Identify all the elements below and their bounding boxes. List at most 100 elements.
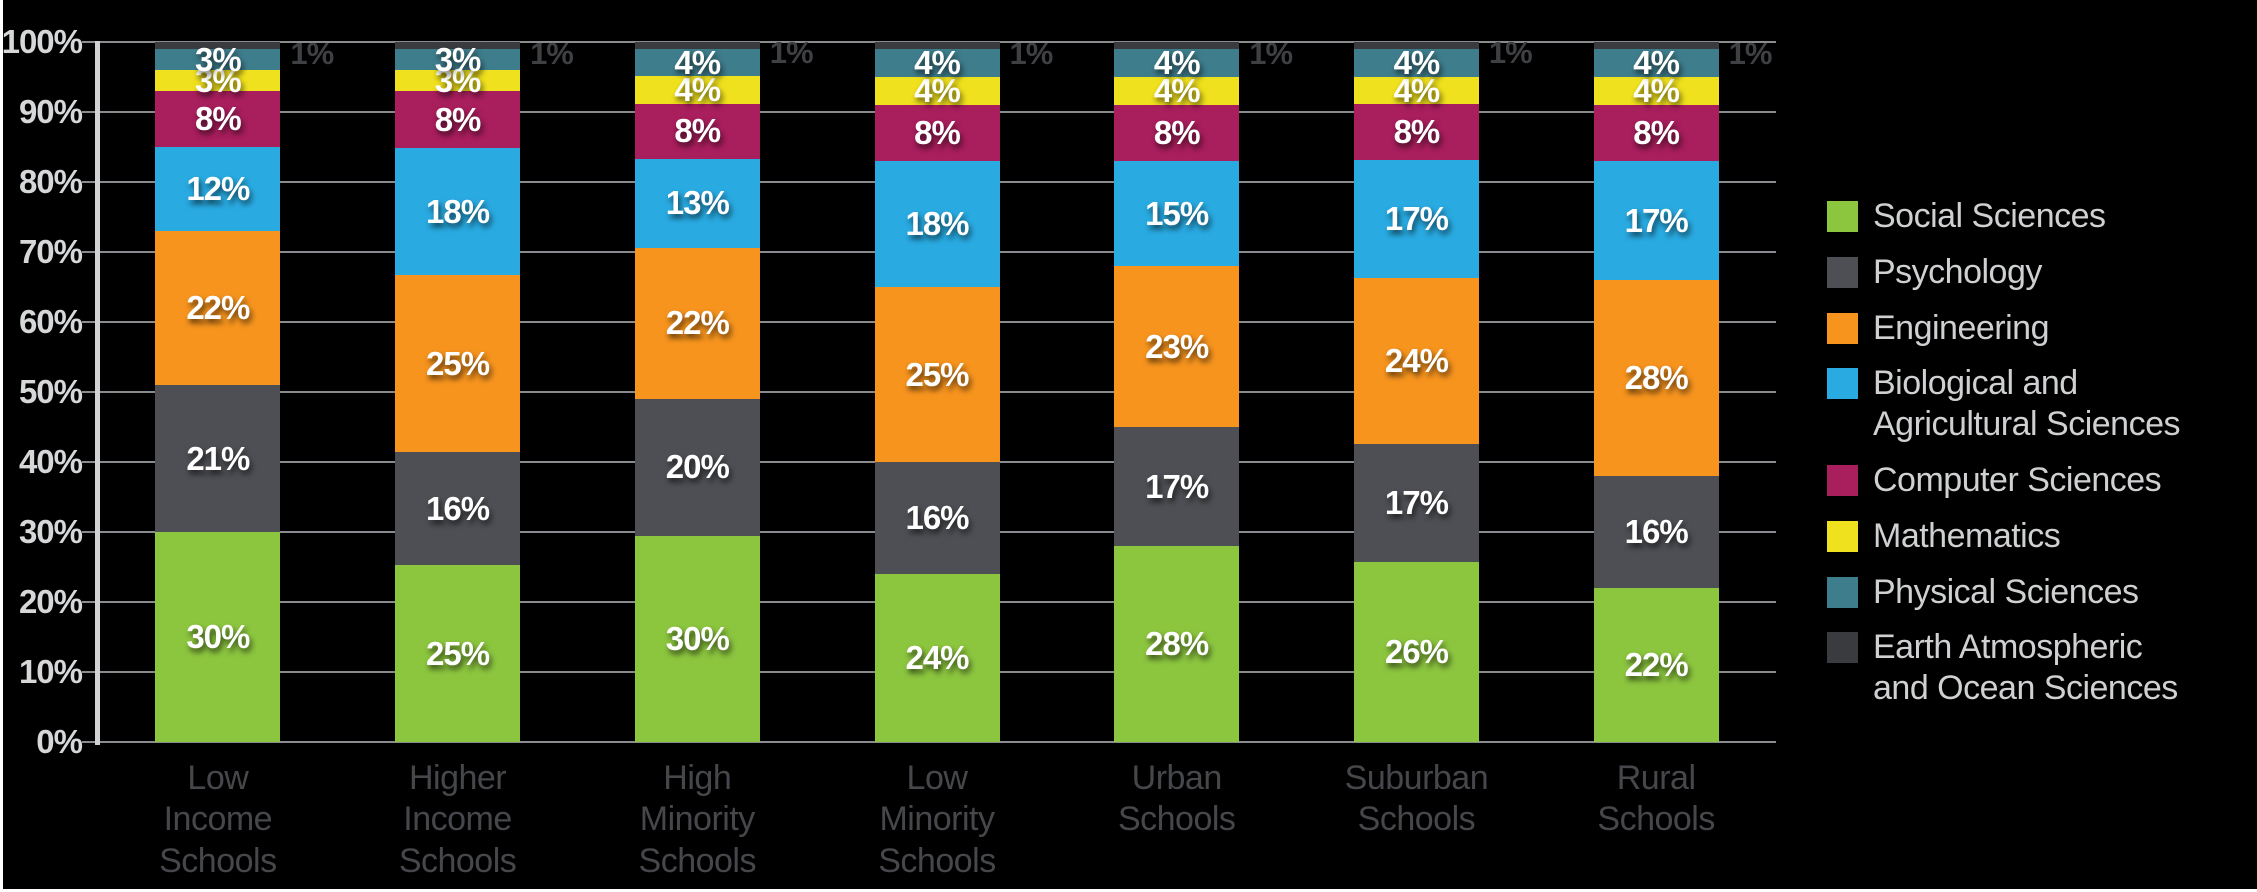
bar-segment: 15% (1114, 161, 1240, 266)
bar-value-label: 4% (914, 44, 961, 81)
bar-value-label: 20% (665, 448, 730, 486)
x-axis-category-label: Low Minority Schools (878, 759, 996, 880)
bar-segment: 8% (1353, 104, 1479, 160)
bar-segment: 3% (155, 62, 281, 99)
bar-segment: 24% (874, 574, 1000, 742)
legend-swatch (1827, 201, 1858, 232)
bar-segment: 4% (1353, 72, 1479, 109)
y-axis-tick-label: 70% (18, 233, 83, 270)
bar-segment: 22% (1593, 588, 1719, 742)
bar-value-label: 4% (1153, 72, 1201, 109)
y-axis-tick-label: 30% (18, 513, 83, 550)
bar-segment: 8% (395, 91, 521, 149)
bar-value-label: 8% (1393, 113, 1441, 151)
bar-value-label: 8% (1633, 114, 1680, 151)
bar-segment: 16% (1593, 476, 1719, 588)
bar-value-label: 4% (1633, 44, 1680, 81)
bar-segment: 16% (874, 462, 1000, 574)
legend-item-label: Social Sciences (1873, 197, 2106, 235)
bar-segment: 4% (634, 44, 760, 81)
bar-value-label: 23% (1145, 327, 1209, 365)
bar-value-label: 26% (1384, 632, 1449, 670)
bar-segment: 18% (874, 161, 1000, 287)
bar-value-label: 18% (426, 192, 490, 230)
bar-segment: 25% (395, 565, 521, 742)
legend-swatch (1827, 576, 1858, 608)
legend-item-label: Psychology (1873, 252, 2042, 291)
y-axis-tick-label: 60% (18, 303, 83, 340)
legend-swatch (1827, 464, 1858, 496)
x-axis-category-label: Urban Schools (1117, 759, 1236, 839)
bar-value-label-outside: 1% (1488, 35, 1533, 71)
bar-segment: 17% (1593, 161, 1719, 280)
bar-value-label: 13% (665, 184, 730, 222)
bar-segment: 4% (1353, 44, 1479, 81)
legend-item-label: Biological and Agricultural Sciences (1873, 364, 2180, 444)
bar-value-label: 25% (426, 634, 490, 672)
bar-value-label: 22% (186, 289, 250, 326)
bar-segment: 4% (1593, 72, 1719, 109)
y-axis-tick-label: 80% (18, 163, 83, 200)
x-axis-category-label: Suburban Schools (1344, 759, 1489, 839)
bar-value-label: 24% (905, 639, 969, 676)
bar-value-label-outside: 1% (1009, 35, 1054, 71)
bar-segment (1593, 42, 1719, 49)
bar-value-label: 12% (186, 170, 250, 207)
legend-swatch (1827, 256, 1858, 288)
bar-value-label: 8% (1153, 114, 1201, 151)
bar-segment: 18% (395, 148, 521, 276)
bar-value-label: 8% (674, 112, 721, 150)
legend-item: Psychology (1827, 252, 2180, 293)
bar-segment: 13% (634, 158, 760, 248)
legend-item: Earth Atmospheric and Ocean Sciences (1827, 627, 2180, 709)
bar-value-label: 4% (674, 43, 721, 81)
bar-value-label: 3% (434, 61, 482, 99)
legend-item-label: Earth Atmospheric and Ocean Sciences (1873, 628, 2178, 708)
x-axis-category-label: Higher Income Schools (398, 759, 517, 880)
bar-segment: 22% (155, 231, 281, 385)
y-axis-tick-label: 20% (18, 583, 83, 620)
bar-segment: 4% (1114, 44, 1240, 81)
bar-segment: 8% (634, 103, 760, 159)
bar-value-label: 16% (1624, 513, 1689, 550)
bar-segment (634, 42, 760, 49)
bar-value-label-outside: 1% (769, 35, 814, 71)
bar-value-label: 4% (1393, 71, 1441, 109)
bar-segment: 8% (874, 105, 1000, 161)
bar-value-label: 21% (186, 439, 250, 477)
y-axis-tick-label: 100% (1, 23, 83, 60)
bar-segment: 3% (395, 62, 521, 99)
bar-value-label: 22% (665, 304, 730, 342)
bar-value-label: 16% (905, 499, 969, 536)
bar-value-label: 18% (905, 205, 969, 242)
bar-segment: 28% (1593, 280, 1719, 476)
bar-segment: 17% (1353, 159, 1479, 278)
bar-segment: 23% (1114, 266, 1240, 427)
bar-value-label: 25% (905, 355, 969, 393)
bar-segment: 3% (395, 41, 521, 78)
bar-segment: 25% (395, 275, 521, 453)
bar-segment: 8% (1114, 105, 1240, 161)
bar-value-label: 4% (914, 72, 961, 109)
gridline (82, 741, 1776, 743)
bar-value-label: 4% (1633, 72, 1680, 109)
bar-segment (1114, 42, 1240, 49)
bar-segment: 4% (874, 44, 1000, 81)
bar-value-label: 3% (194, 61, 242, 99)
legend-swatch (1827, 312, 1858, 344)
bar-value-label: 15% (1145, 194, 1209, 232)
bar-value-label: 3% (434, 40, 482, 78)
y-axis-line (95, 41, 100, 745)
bar-segment: 8% (1593, 105, 1719, 161)
x-axis-category-label: Low Income Schools (159, 759, 277, 880)
bar-value-label: 16% (426, 489, 490, 527)
legend-swatch (1827, 520, 1858, 552)
legend-item-label: Computer Sciences (1873, 460, 2162, 499)
bar-segment: 12% (155, 147, 281, 231)
legend-item: Biological and Agricultural Sciences (1827, 363, 2180, 445)
bar-value-label: 17% (1624, 201, 1689, 239)
bar-segment: 20% (634, 398, 760, 537)
bar-segment: 21% (155, 385, 281, 532)
bar-segment: 4% (874, 72, 1000, 109)
bar-segment: 25% (874, 287, 1000, 462)
